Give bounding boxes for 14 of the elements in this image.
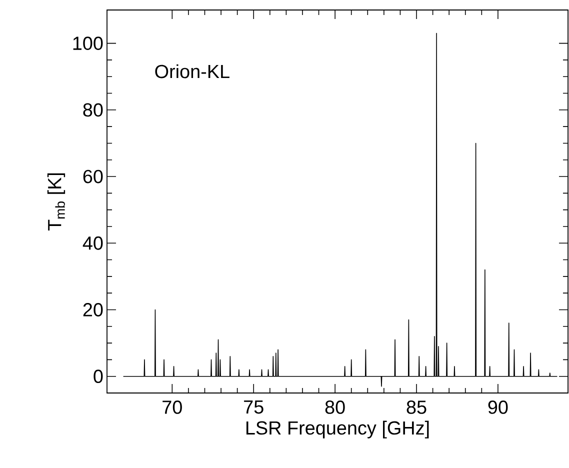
x-tick-label: 70: [162, 400, 182, 414]
y-tick-label: 20: [83, 303, 103, 316]
y-tick-label: 100: [73, 36, 103, 50]
x-axis-title: LSR Frequency [GHz]: [246, 420, 429, 438]
annotation: Orion-KL: [155, 64, 230, 78]
x-tick-label: 85: [406, 400, 426, 414]
x-tick-label: 80: [325, 400, 345, 414]
y-tick-label: 40: [82, 236, 103, 250]
y-axis-title: T$_{mb}$ [K]: [47, 173, 66, 231]
y-tick-label: 60: [83, 170, 103, 184]
x-tick-label: 90: [488, 400, 508, 414]
x-tick-label: 75: [244, 400, 264, 414]
y-tick-label: 80: [83, 103, 103, 117]
y-tick-label: 0: [94, 370, 103, 384]
